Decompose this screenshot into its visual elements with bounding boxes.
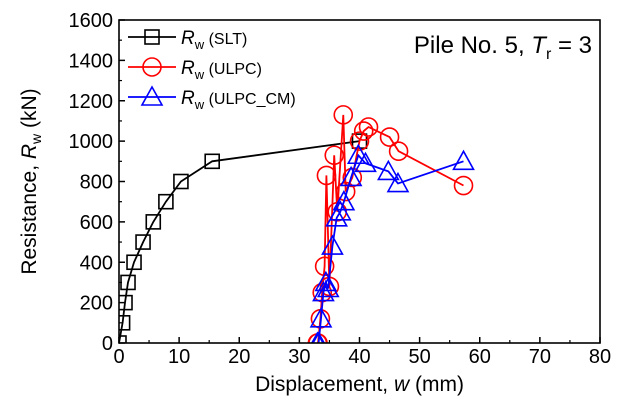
- data-point: [386, 171, 410, 193]
- data-point: [379, 127, 400, 147]
- legend-entry: Rw (SLT): [128, 28, 247, 52]
- data-point: [309, 307, 333, 328]
- legend-marker: [142, 57, 162, 77]
- y-tick-label: 600: [80, 212, 113, 234]
- legend-label: Rw (SLT): [181, 28, 247, 52]
- data-point: [346, 143, 370, 165]
- legend-entry: Rw (ULPC_CM): [128, 85, 296, 112]
- data-point: [126, 254, 142, 271]
- series-2: [309, 143, 475, 343]
- data-point: [314, 270, 338, 292]
- data-point: [321, 234, 344, 255]
- legend: Rw (SLT) Rw (ULPC) Rw (ULPC_CM): [128, 28, 296, 112]
- data-point: [333, 105, 354, 125]
- series-1: [307, 105, 474, 343]
- data-point: [353, 121, 374, 141]
- series-layer: [119, 105, 475, 343]
- y-tick-label: 1600: [69, 10, 114, 32]
- data-point: [332, 190, 356, 211]
- y-tick-label: 0: [102, 333, 113, 355]
- data-point: [358, 117, 379, 137]
- x-axis-label: Displacement, w (mm): [255, 373, 464, 396]
- x-tick-label: 20: [228, 346, 250, 368]
- data-point: [328, 200, 352, 221]
- legend-label: Rw (ULPC_CM): [181, 88, 296, 112]
- ticks-layer: 0 10 20 30 40 50 60 70 8002004006008001000120014…: [69, 10, 612, 368]
- data-point: [339, 165, 363, 187]
- legend-marker: [144, 29, 160, 45]
- data-point: [119, 315, 131, 331]
- x-tick-label: 30: [288, 346, 310, 368]
- pile-annotation: Pile No. 5, Tr = 3: [414, 32, 592, 63]
- x-tick-label: 80: [589, 346, 611, 368]
- data-point: [158, 193, 174, 210]
- x-tick-label: 60: [469, 346, 491, 368]
- data-point: [312, 280, 335, 302]
- y-tick-label: 200: [80, 293, 113, 315]
- data-point: [349, 131, 370, 151]
- x-tick-label: 40: [348, 346, 370, 368]
- labels-layer: Displacement, w (mm) Resistance, Rw (kN): [18, 88, 464, 396]
- y-tick-label: 1000: [69, 131, 114, 153]
- x-tick-label: 0: [113, 346, 124, 368]
- legend-label: Rw (ULPC): [181, 58, 262, 82]
- legend-marker: [140, 85, 164, 106]
- data-point: [310, 331, 324, 343]
- data-point: [119, 294, 133, 311]
- data-point: [204, 153, 220, 170]
- annotation: Pile No. 5, Tr = 3: [414, 32, 592, 63]
- y-tick-label: 1200: [69, 91, 114, 113]
- x-tick-label: 10: [168, 346, 190, 368]
- data-point: [316, 165, 337, 186]
- data-point: [173, 173, 189, 190]
- data-point: [388, 141, 409, 162]
- y-axis-label: Resistance, Rw (kN): [18, 88, 44, 274]
- data-point: [312, 331, 326, 343]
- data-point: [377, 159, 400, 181]
- series-line: [317, 153, 464, 343]
- data-point: [316, 276, 340, 298]
- data-point: [145, 214, 162, 230]
- data-point: [324, 145, 345, 166]
- x-tick-label: 70: [529, 346, 551, 368]
- legend-entry: Rw (ULPC): [128, 57, 262, 82]
- data-point: [453, 175, 474, 196]
- y-tick-label: 1400: [69, 50, 114, 72]
- y-tick-label: 400: [80, 252, 113, 274]
- x-tick-label: 50: [409, 346, 431, 368]
- y-tick-label: 800: [80, 172, 113, 194]
- data-point: [452, 149, 475, 171]
- data-point: [135, 234, 151, 250]
- data-point: [354, 151, 377, 173]
